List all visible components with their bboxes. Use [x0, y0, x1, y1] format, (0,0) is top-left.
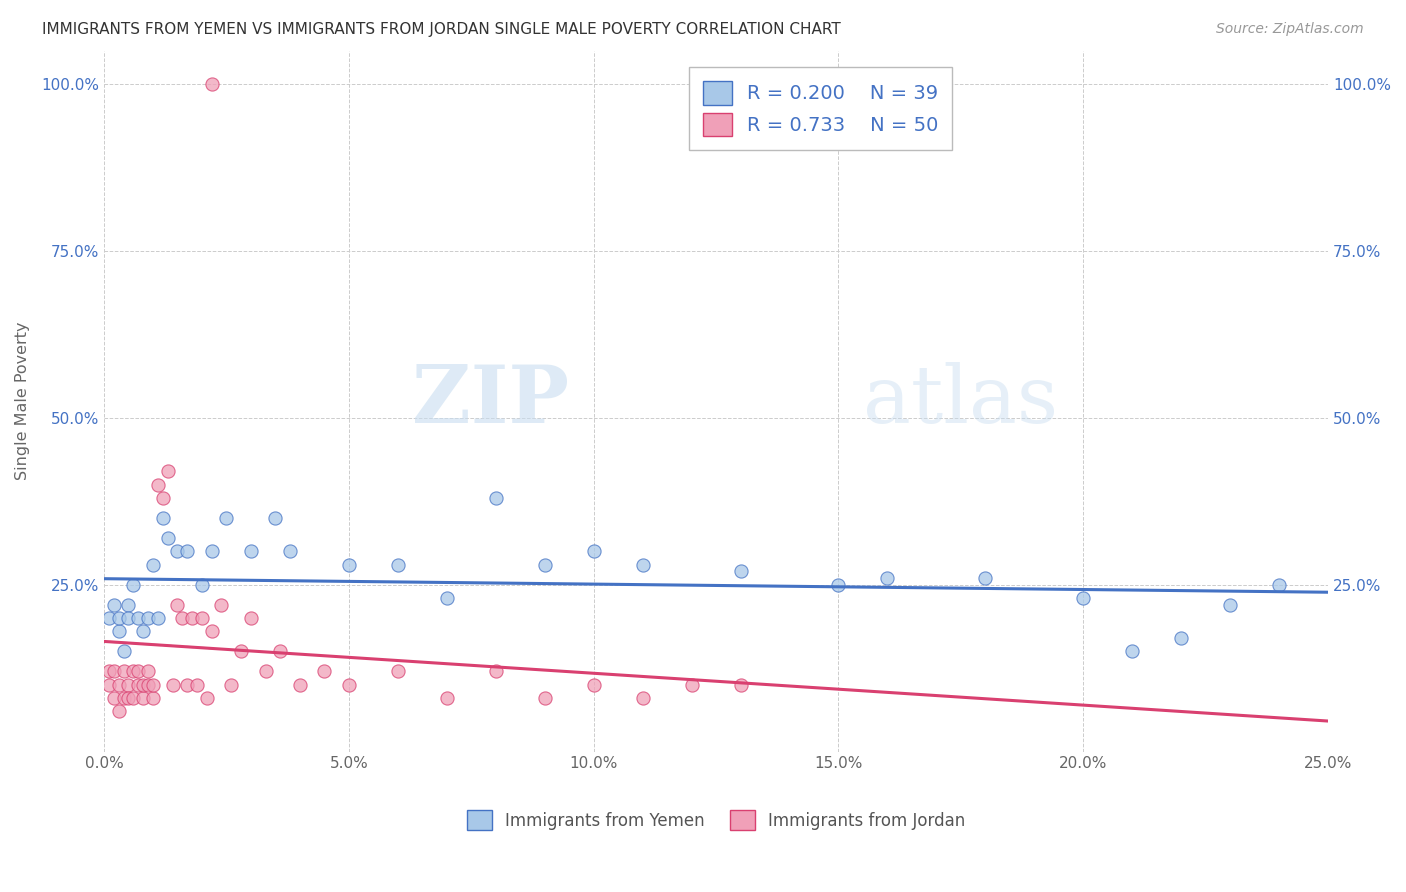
Point	[152, 511, 174, 525]
Point	[278, 544, 301, 558]
Point	[146, 611, 169, 625]
Text: IMMIGRANTS FROM YEMEN VS IMMIGRANTS FROM JORDAN SINGLE MALE POVERTY CORRELATION : IMMIGRANTS FROM YEMEN VS IMMIGRANTS FROM…	[42, 22, 841, 37]
Point	[107, 678, 129, 692]
Point	[186, 678, 208, 692]
Point	[142, 678, 165, 692]
Point	[107, 611, 129, 625]
Text: atlas: atlas	[863, 362, 1059, 440]
Point	[136, 665, 159, 679]
Point	[97, 678, 120, 692]
Point	[215, 511, 238, 525]
Point	[166, 544, 188, 558]
Point	[136, 678, 159, 692]
Point	[181, 611, 204, 625]
Point	[211, 598, 233, 612]
Point	[582, 544, 605, 558]
Point	[219, 678, 242, 692]
Point	[122, 577, 145, 591]
Point	[132, 678, 155, 692]
Point	[1219, 598, 1241, 612]
Point	[103, 598, 125, 612]
Point	[127, 665, 149, 679]
Point	[195, 691, 218, 706]
Text: ZIP: ZIP	[412, 362, 569, 440]
Point	[156, 464, 179, 478]
Point	[191, 577, 214, 591]
Point	[314, 665, 336, 679]
Point	[142, 691, 165, 706]
Point	[533, 558, 555, 572]
Point	[201, 544, 224, 558]
Point	[730, 678, 752, 692]
Point	[127, 678, 149, 692]
Point	[1121, 644, 1143, 658]
Point	[387, 665, 409, 679]
Point	[107, 624, 129, 639]
Point	[387, 558, 409, 572]
Point	[229, 644, 252, 658]
Point	[152, 491, 174, 505]
Point	[132, 624, 155, 639]
Point	[103, 691, 125, 706]
Point	[127, 611, 149, 625]
Point	[132, 691, 155, 706]
Point	[533, 691, 555, 706]
Point	[122, 665, 145, 679]
Point	[1170, 631, 1192, 645]
Point	[201, 77, 224, 91]
Point	[239, 611, 262, 625]
Point	[876, 571, 898, 585]
Point	[269, 644, 291, 658]
Point	[337, 678, 360, 692]
Point	[239, 544, 262, 558]
Point	[974, 571, 997, 585]
Point	[681, 678, 703, 692]
Point	[162, 678, 184, 692]
Point	[631, 691, 654, 706]
Point	[117, 678, 139, 692]
Point	[176, 544, 198, 558]
Point	[288, 678, 311, 692]
Point	[582, 678, 605, 692]
Point	[436, 691, 458, 706]
Point	[436, 591, 458, 605]
Point	[103, 665, 125, 679]
Point	[191, 611, 214, 625]
Point	[112, 665, 135, 679]
Point	[827, 577, 849, 591]
Point	[107, 705, 129, 719]
Point	[485, 665, 508, 679]
Point	[117, 691, 139, 706]
Point	[142, 558, 165, 572]
Point	[146, 477, 169, 491]
Point	[156, 531, 179, 545]
Text: Source: ZipAtlas.com: Source: ZipAtlas.com	[1216, 22, 1364, 37]
Point	[172, 611, 194, 625]
Point	[730, 564, 752, 578]
Point	[176, 678, 198, 692]
Point	[337, 558, 360, 572]
Point	[122, 691, 145, 706]
Point	[112, 691, 135, 706]
Point	[117, 598, 139, 612]
Point	[97, 665, 120, 679]
Point	[112, 644, 135, 658]
Point	[117, 611, 139, 625]
Point	[97, 611, 120, 625]
Point	[136, 611, 159, 625]
Point	[201, 624, 224, 639]
Point	[264, 511, 287, 525]
Point	[166, 598, 188, 612]
Point	[1071, 591, 1094, 605]
Point	[1268, 577, 1291, 591]
Legend: Immigrants from Yemen, Immigrants from Jordan: Immigrants from Yemen, Immigrants from J…	[456, 798, 977, 842]
Y-axis label: Single Male Poverty: Single Male Poverty	[15, 322, 30, 481]
Point	[631, 558, 654, 572]
Point	[485, 491, 508, 505]
Point	[254, 665, 277, 679]
